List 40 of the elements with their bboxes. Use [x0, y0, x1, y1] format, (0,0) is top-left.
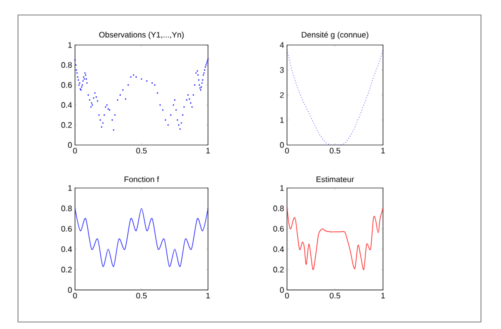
chart-title: Observations (Y1,...,Yn) [99, 32, 184, 40]
x-tick-label: 1 [381, 148, 385, 154]
x-tick-label: 0 [285, 292, 289, 299]
x-tick-label: 0.5 [136, 292, 147, 299]
y-tick-label: 0.4 [61, 246, 72, 252]
chart-title: Fonction f [124, 176, 160, 182]
y-tick-label: 3 [280, 67, 284, 73]
x-tick-label: 1 [206, 292, 210, 298]
y-tick-label: 0 [68, 287, 72, 293]
x-tick-label: 0 [285, 148, 289, 154]
y-tick-label: 0.6 [273, 226, 284, 232]
y-tick-label: 1 [280, 117, 284, 123]
y-tick-label: 0.4 [273, 246, 284, 252]
y-tick-label: 1 [68, 42, 72, 48]
x-tick-label: 0.5 [136, 148, 147, 154]
y-tick-label: 0.2 [61, 266, 72, 272]
chart-title: Estimateur [316, 176, 354, 182]
y-tick-label: 1 [68, 185, 72, 191]
y-tick-label: 0.8 [273, 206, 284, 212]
y-tick-label: 4 [280, 42, 284, 48]
x-tick-label: 1 [206, 148, 210, 154]
y-tick-label: 0 [280, 287, 284, 293]
y-tick-label: 1 [280, 185, 284, 191]
x-tick-label: 0.5 [330, 292, 340, 299]
y-tick-label: 0.2 [273, 266, 284, 272]
y-tick-label: 0.6 [61, 226, 72, 232]
y-tick-label: 0.8 [61, 206, 72, 212]
y-tick-label: 0.8 [61, 62, 72, 68]
y-tick-label: 0.2 [61, 122, 72, 128]
chart-title: Densité g (connue) [302, 32, 368, 40]
x-tick-label: 1 [381, 292, 385, 298]
x-tick-label: 0 [73, 292, 77, 299]
x-tick-label: 0.5 [330, 148, 340, 154]
y-tick-label: 0 [280, 142, 284, 148]
y-tick-label: 0 [68, 142, 72, 148]
x-tick-label: 0 [73, 148, 77, 154]
line-series [75, 208, 208, 267]
y-tick-label: 2 [280, 92, 284, 98]
y-tick-label: 0.6 [61, 82, 72, 88]
y-tick-label: 0.4 [61, 102, 72, 108]
